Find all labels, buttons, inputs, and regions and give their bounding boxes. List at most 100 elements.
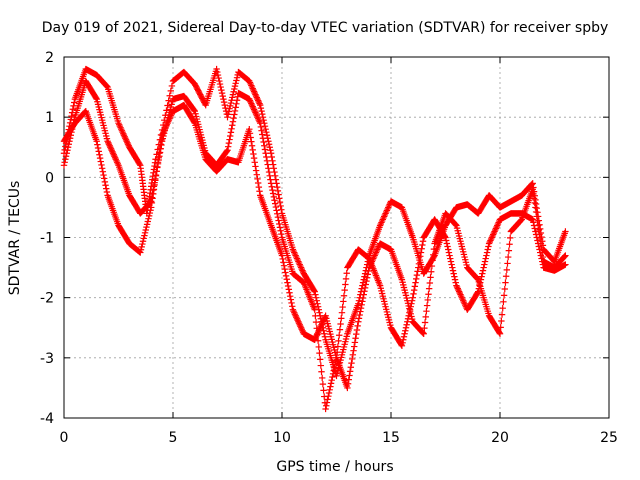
data-point: [139, 238, 147, 245]
data-point: [277, 202, 284, 210]
data-point: [248, 83, 256, 91]
data-point: [268, 183, 275, 190]
data-point: [285, 286, 293, 293]
data-point: [64, 147, 71, 154]
data-point: [160, 127, 168, 134]
data-point: [529, 180, 536, 187]
data-point: [144, 218, 151, 225]
data-point: [291, 249, 298, 256]
data-point: [261, 122, 269, 130]
data-point: [460, 298, 468, 306]
data-point: [318, 321, 325, 328]
data-point: [528, 180, 536, 188]
data-point: [414, 268, 421, 275]
data-point: [256, 188, 263, 195]
data-point: [427, 268, 435, 275]
data-point: [103, 83, 111, 90]
data-point: [474, 275, 481, 283]
data-point: [298, 326, 305, 333]
data-point: [269, 190, 277, 197]
data-point: [325, 389, 333, 397]
data-point: [502, 279, 509, 286]
data-point: [271, 168, 278, 176]
data-point: [145, 212, 153, 220]
y-tick-label: 1: [45, 110, 54, 126]
data-point: [117, 124, 124, 131]
data-point: [100, 171, 107, 179]
data-point: [326, 386, 333, 393]
data-point: [148, 204, 155, 211]
data-point: [230, 114, 237, 122]
data-point: [445, 246, 452, 253]
data-point: [122, 136, 130, 143]
data-point: [314, 330, 321, 337]
data-point: [226, 105, 233, 112]
data-point: [291, 250, 299, 258]
data-point: [224, 111, 232, 118]
data-point: [64, 144, 72, 151]
data-point: [368, 258, 376, 265]
data-point: [274, 213, 282, 221]
data-point: [217, 83, 224, 91]
data-point: [485, 243, 492, 250]
data-point: [458, 294, 466, 301]
data-point: [66, 138, 73, 145]
data-point: [489, 231, 497, 238]
data-point: [319, 318, 327, 325]
data-point: [140, 235, 147, 242]
data-point: [101, 178, 109, 186]
data-point: [103, 185, 110, 192]
data-point: [221, 101, 228, 109]
data-point: [378, 217, 386, 225]
data-point: [162, 122, 170, 130]
data-point: [166, 92, 173, 99]
data-point: [399, 339, 406, 346]
data-point: [224, 147, 231, 154]
data-point: [361, 284, 369, 292]
data-point: [213, 65, 220, 73]
data-point: [383, 208, 390, 216]
data-point: [267, 176, 274, 183]
data-point: [419, 329, 426, 336]
data-point: [492, 226, 499, 234]
tick-layer: [63, 56, 610, 419]
data-point: [218, 86, 225, 94]
data-point: [441, 233, 449, 240]
data-point: [338, 309, 346, 316]
data-point: [317, 323, 325, 330]
data-point: [142, 226, 149, 234]
data-point: [250, 150, 257, 158]
data-point: [231, 82, 239, 90]
data-point: [249, 103, 256, 110]
data-point: [311, 306, 318, 313]
data-point: [228, 97, 235, 104]
data-point: [299, 327, 306, 334]
data-point: [340, 298, 347, 305]
data-point: [259, 135, 267, 142]
data-point: [291, 311, 299, 318]
chart-title: Day 019 of 2021, Sidereal Day-to-day VTE…: [42, 20, 609, 36]
data-point: [296, 321, 303, 328]
data-point: [143, 221, 151, 228]
data-point: [331, 364, 338, 371]
data-point: [419, 238, 427, 245]
data-point: [442, 234, 449, 241]
data-point: [252, 167, 260, 174]
data-point: [229, 122, 236, 129]
data-point: [150, 190, 157, 198]
data-point: [423, 302, 431, 309]
data-point: [473, 274, 481, 282]
data-point: [246, 77, 253, 85]
data-point: [263, 157, 271, 164]
data-point: [231, 85, 238, 93]
data-point: [158, 136, 165, 143]
data-point: [446, 252, 453, 259]
data-point: [448, 261, 455, 268]
data-point: [62, 153, 70, 160]
data-point: [402, 324, 410, 331]
data-point: [250, 106, 258, 113]
data-point: [532, 228, 539, 235]
data-point: [253, 171, 260, 178]
data-point: [355, 300, 362, 307]
data-point: [320, 387, 327, 394]
